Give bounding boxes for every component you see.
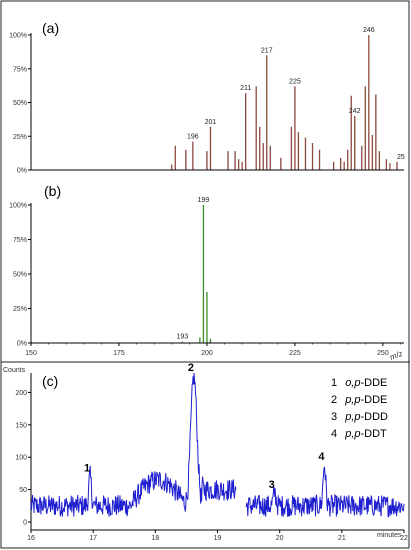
- panel-b-xlabel: m/z: [389, 349, 404, 362]
- peak-label: 246: [363, 27, 375, 34]
- y-tick-label: 200: [15, 390, 27, 397]
- legend-suffix: -DDD: [360, 411, 388, 423]
- panel-a-peak-labels: 196 201 211 217 225 242 246 25: [187, 27, 405, 161]
- x-tick-label: 16: [27, 535, 35, 542]
- y-tick-label: 50%: [13, 272, 27, 279]
- x-tick-label: 200: [201, 350, 213, 357]
- x-tick-label: 19: [214, 535, 222, 542]
- y-tick-label: 0: [23, 520, 27, 527]
- x-tick-label: 17: [89, 535, 97, 542]
- legend-number: 1: [331, 377, 340, 389]
- legend-prefix: o,p: [345, 377, 360, 389]
- legend-suffix: -DDT: [360, 428, 387, 440]
- x-tick-label: 21: [338, 535, 346, 542]
- y-tick-label: 0%: [17, 341, 27, 348]
- y-tick-label: 75%: [13, 237, 27, 244]
- legend-entry: 2 p,p-DDE: [331, 394, 387, 406]
- y-tick-label: 25%: [13, 134, 27, 141]
- y-tick-label: 0%: [17, 168, 27, 175]
- peak-label: 211: [240, 85, 251, 92]
- legend-prefix: p,p: [344, 411, 360, 423]
- x-tick-label: 225: [289, 350, 301, 357]
- x-tick-label: 20: [276, 535, 284, 542]
- panel-c-y-axis: 0 50 100 150 200: [15, 373, 32, 530]
- peak-label: 193: [176, 334, 188, 341]
- legend-entry: 1 o,p-DDE: [331, 377, 387, 389]
- panel-b: (b) 0% 25% 50% 75% 100% 193 199 150 175 200 225 2…: [9, 183, 404, 362]
- panel-a-y-axis: 0% 25% 50% 75% 100%: [9, 33, 32, 175]
- legend-number: 2: [331, 394, 340, 406]
- panel-b-x-axis: 150 175 200 225 250: [25, 343, 401, 357]
- y-tick-label: 50: [19, 487, 27, 494]
- panel-b-label: (b): [44, 183, 61, 199]
- peak-label: 242: [349, 108, 361, 115]
- peak-label: 201: [205, 119, 217, 126]
- x-tick-label: 175: [113, 350, 125, 357]
- panel-c-peak-labels: 1 2 3 4: [84, 362, 325, 491]
- x-tick-label: 150: [25, 350, 37, 357]
- chromatogram-trace: [30, 372, 405, 518]
- panel-a: (a) 0% 25% 50% 75% 100% 196 201 211 217 225 242 24…: [9, 20, 405, 175]
- panel-a-label: (a): [42, 20, 59, 36]
- legend-suffix: -DDE: [360, 377, 387, 389]
- chrom-peak-label: 2: [188, 362, 194, 374]
- y-tick-label: 150: [15, 422, 27, 429]
- panel-b-bars: [181, 205, 212, 343]
- y-tick-label: 100%: [9, 33, 27, 40]
- y-tick-label: 100: [15, 455, 27, 462]
- panel-c-label: (c): [42, 373, 58, 389]
- chrom-peak-label: 4: [318, 451, 325, 463]
- legend-suffix: -DDE: [360, 394, 387, 406]
- peak-label: 199: [198, 197, 210, 204]
- panel-b-y-axis: 0% 25% 50% 75% 100%: [9, 203, 32, 348]
- peak-label: 225: [289, 78, 301, 85]
- panel-c-xlabel: minutes: [377, 532, 402, 539]
- peak-label: 25: [397, 154, 405, 161]
- panel-c-x-axis: 16 17 18 19 20 21 22: [27, 529, 408, 542]
- x-tick-label: 22: [400, 535, 408, 542]
- panel-a-bars: [171, 35, 398, 170]
- y-tick-label: 50%: [13, 100, 27, 107]
- y-tick-label: 25%: [13, 306, 27, 313]
- legend-number: 4: [331, 428, 340, 440]
- x-tick-label: 18: [151, 535, 159, 542]
- chrom-peak-label: 3: [269, 479, 275, 491]
- chrom-peak-label: 1: [84, 463, 90, 475]
- y-tick-label: 75%: [13, 66, 27, 73]
- legend-entry: 3 p,p-DDD: [331, 411, 388, 423]
- panel-c-ylabel: Counts: [3, 367, 26, 374]
- panel-b-peak-labels: 193 199: [176, 197, 209, 341]
- y-tick-label: 100%: [9, 203, 27, 210]
- legend-entry: 4 p,p-DDT: [331, 428, 387, 440]
- legend-prefix: p,p: [344, 428, 360, 440]
- legend-prefix: p,p: [344, 394, 360, 406]
- peak-label: 196: [187, 134, 199, 141]
- legend-number: 3: [331, 411, 340, 423]
- peak-label: 217: [261, 47, 273, 54]
- x-tick-label: 250: [377, 350, 389, 357]
